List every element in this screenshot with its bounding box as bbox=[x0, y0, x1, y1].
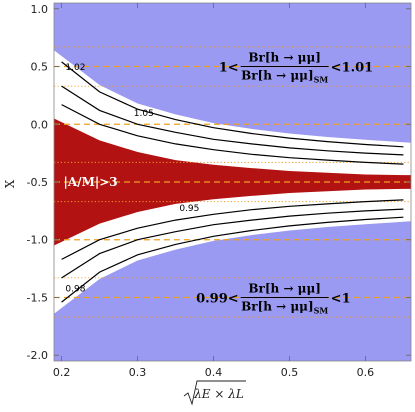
y-tick-label: 0.0 bbox=[31, 118, 49, 131]
y-tick-label: -2.0 bbox=[27, 349, 48, 362]
bottom-ratio-numerator: Br[h → μμ] bbox=[248, 281, 321, 295]
contour-line bbox=[61, 85, 404, 156]
bottom-ratio-denominator-text: Br[h → μμ] bbox=[241, 299, 314, 313]
x-axis-title-text: λE × λL bbox=[193, 387, 244, 401]
x-tick-label: 0.5 bbox=[281, 366, 299, 379]
amplitude-ratio-label: |A/M|>3 bbox=[64, 175, 118, 189]
top-ratio-prefix: 1< bbox=[219, 61, 239, 76]
bottom-ratio-denominator: Br[h → μμ]SM bbox=[241, 299, 328, 315]
top-ratio-denominator: Br[h → μμ]SM bbox=[241, 69, 328, 85]
bottom-ratio-annotation: 0.99< Br[h → μμ] Br[h → μμ]SM <1 bbox=[196, 281, 351, 315]
top-ratio-denominator-text: Br[h → μμ] bbox=[241, 69, 314, 83]
contour-line bbox=[61, 104, 404, 165]
contour-line bbox=[61, 61, 404, 148]
contour-label: 0.95 bbox=[179, 204, 199, 214]
contour-label: 0.98 bbox=[65, 285, 85, 295]
contour-line bbox=[61, 208, 404, 279]
x-tick-label: 0.4 bbox=[205, 366, 223, 379]
top-ratio-denominator-sub: SM bbox=[314, 75, 329, 85]
axes: 0.2 0.3 0.4 0.5 0.6 1.0 0.5 0.0 -0.5 -1.0 -1.5 -2.0 bbox=[27, 3, 411, 379]
contour-line bbox=[61, 199, 404, 260]
y-tick-label: 0.5 bbox=[31, 61, 49, 74]
plot-area: 1.02 1.05 0.95 0.98 bbox=[54, 3, 411, 361]
top-ratio-suffix: <1.01 bbox=[331, 61, 374, 76]
y-axis-title: X bbox=[3, 179, 17, 188]
contour-line bbox=[61, 216, 404, 303]
x-tick-label: 0.6 bbox=[357, 366, 375, 379]
amplitude-ratio-region bbox=[54, 118, 411, 246]
y-tick-label: -0.5 bbox=[27, 176, 48, 189]
contour-label: 1.05 bbox=[134, 109, 154, 119]
top-ratio-numerator: Br[h → μμ] bbox=[248, 51, 321, 65]
bottom-ratio-prefix: 0.99< bbox=[196, 291, 239, 306]
x-axis-title: λE × λL bbox=[183, 380, 246, 406]
x-tick-label: 0.3 bbox=[129, 366, 147, 379]
x-tick-label: 0.2 bbox=[53, 366, 71, 379]
lower-excluded-band bbox=[54, 221, 411, 361]
contour-label: 1.02 bbox=[65, 63, 85, 73]
bottom-ratio-denominator-sub: SM bbox=[314, 305, 329, 315]
y-tick-label: -1.5 bbox=[27, 291, 48, 304]
y-tick-label: 1.0 bbox=[31, 3, 49, 16]
top-ratio-annotation: 1< Br[h → μμ] Br[h → μμ]SM <1.01 bbox=[219, 51, 374, 85]
x-axis-title-radical bbox=[183, 380, 246, 406]
bottom-ratio-suffix: <1 bbox=[331, 291, 351, 306]
upper-excluded-band bbox=[54, 3, 411, 143]
y-tick-label: -1.0 bbox=[27, 234, 48, 247]
